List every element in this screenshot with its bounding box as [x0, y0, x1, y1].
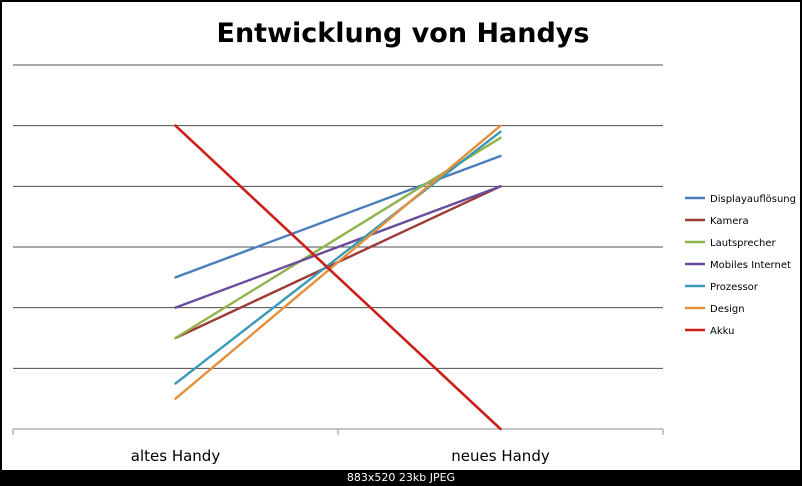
- legend-label: Design: [710, 304, 745, 315]
- x-axis: altes Handy neues Handy: [12, 428, 664, 465]
- series-line: [174, 130, 502, 385]
- series-line: [174, 154, 502, 279]
- legend-label: Akku: [710, 326, 734, 337]
- x-tick-label: neues Handy: [451, 447, 550, 465]
- legend: Displayauflösung Kamera Lautsprecher Mobile…: [685, 194, 796, 337]
- line-chart: Entwicklung von Handys altes Handy neues …: [12, 18, 796, 465]
- series-line: [174, 185, 502, 309]
- legend-label: Prozessor: [710, 282, 759, 293]
- x-tick-label: altes Handy: [131, 447, 221, 465]
- chart-title: Entwicklung von Handys: [217, 18, 590, 49]
- image-info-bar: 883x520 23kb JPEG: [346, 471, 456, 484]
- legend-label: Kamera: [710, 216, 749, 227]
- chart-frame: Entwicklung von Handys altes Handy neues …: [2, 2, 800, 470]
- legend-label: Lautsprecher: [710, 238, 777, 249]
- series-lines: [174, 124, 502, 431]
- series-line: [174, 124, 502, 400]
- series-line: [174, 124, 502, 431]
- legend-label: Displayauflösung: [710, 194, 796, 205]
- legend-label: Mobiles Internet: [710, 260, 791, 271]
